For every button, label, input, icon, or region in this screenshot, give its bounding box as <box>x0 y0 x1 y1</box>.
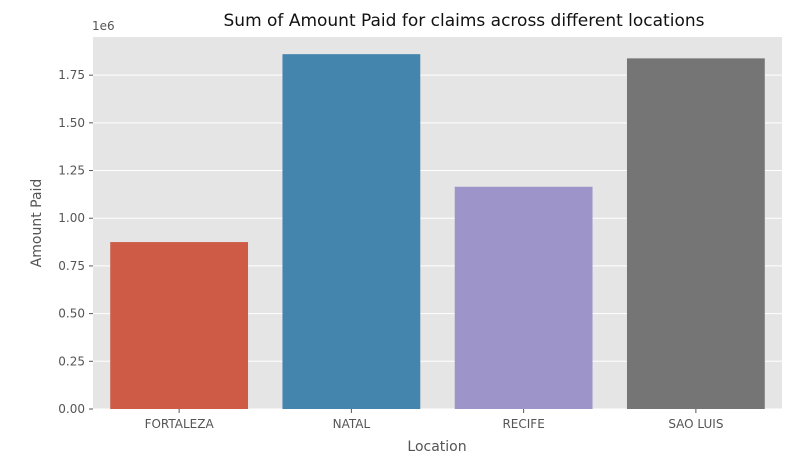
x-tick-label: RECIFE <box>502 417 544 431</box>
y-tick-label: 0.25 <box>58 354 85 368</box>
bar-sao-luis <box>626 58 765 410</box>
y-tick-label: 1.00 <box>58 211 85 225</box>
y-axis-label: Amount Paid <box>29 179 45 268</box>
y-tick-label: 0.75 <box>58 259 85 273</box>
y-tick-label: 0.00 <box>58 402 85 416</box>
y-axis-offset-label: 1e6 <box>92 19 115 33</box>
y-axis: 0.00 0.25 0.50 0.75 1.00 1.25 1.50 1.75 <box>58 68 93 416</box>
y-tick-label: 1.75 <box>58 68 85 82</box>
y-tick-label: 0.50 <box>58 307 85 321</box>
x-tick-label: NATAL <box>333 417 371 431</box>
bars <box>110 54 765 410</box>
x-tick-label: SAO LUIS <box>668 417 723 431</box>
bar-recife <box>454 186 593 409</box>
y-tick-label: 1.50 <box>58 116 85 130</box>
y-tick-label: 1.25 <box>58 164 85 178</box>
x-tick-label: FORTALEZA <box>145 417 215 431</box>
chart-title: Sum of Amount Paid for claims across dif… <box>224 11 705 31</box>
x-axis-label: Location <box>407 439 466 455</box>
bar-fortaleza <box>110 242 249 409</box>
bar-natal <box>282 54 421 410</box>
x-axis: FORTALEZA NATAL RECIFE SAO LUIS <box>145 409 723 431</box>
